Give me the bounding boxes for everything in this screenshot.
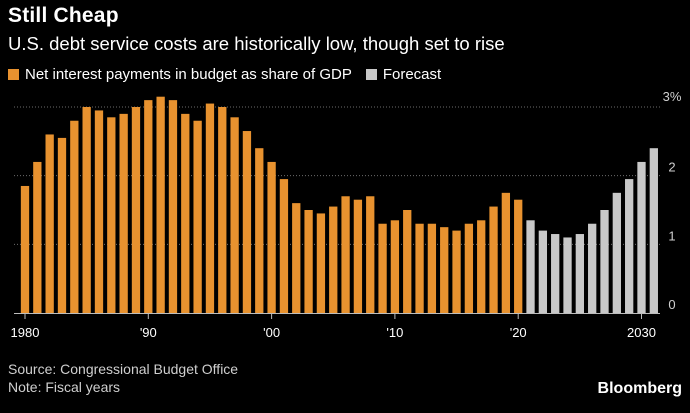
x-tick-label: 1980 (11, 325, 40, 340)
bar-actual (390, 220, 400, 313)
bar-forecast (612, 192, 621, 313)
bar-actual (94, 110, 104, 313)
bar-actual (107, 117, 116, 313)
bar-actual (181, 113, 190, 313)
bar-forecast (637, 161, 646, 313)
legend-label-actual: Net interest payments in budget as share… (25, 66, 352, 83)
bar-actual (267, 161, 276, 313)
bar-forecast (563, 237, 572, 313)
bar-actual (57, 137, 67, 313)
bar-actual (366, 196, 375, 313)
x-tick-label: '10 (386, 325, 403, 340)
bar-actual (501, 192, 511, 313)
legend-item-forecast: Forecast (365, 66, 442, 83)
bar-actual (514, 199, 523, 313)
bar-actual (20, 185, 30, 313)
bar-actual (304, 210, 313, 313)
chart-footer: Source: Congressional Budget Office Note… (8, 360, 238, 396)
bar-actual (193, 120, 202, 313)
bar-actual (45, 134, 54, 313)
bar-actual (477, 220, 486, 313)
legend-swatch-actual (8, 69, 19, 80)
bar-actual (70, 120, 79, 313)
bar-actual (452, 230, 461, 313)
bar-actual (440, 227, 449, 313)
bar-actual (353, 199, 363, 313)
bar-actual (489, 206, 498, 313)
bar-actual (316, 213, 326, 313)
y-tick-label: 2 (668, 160, 675, 175)
bar-chart: 0 1 2 3% 1980 '90 '00 '10 '20 2030 (11, 89, 682, 340)
bar-actual (329, 206, 338, 313)
bar-actual (144, 100, 153, 313)
bar-actual (119, 113, 128, 313)
bar-actual (82, 107, 91, 313)
legend-item-actual: Net interest payments in budget as share… (8, 66, 352, 83)
chart-legend: Net interest payments in budget as share… (8, 66, 455, 83)
bar-actual (255, 148, 264, 313)
bar-actual (218, 107, 227, 313)
x-tick-label: '00 (263, 325, 280, 340)
bar-actual (205, 103, 215, 313)
bar-forecast (649, 148, 658, 313)
bar-actual (403, 210, 412, 313)
legend-swatch-forecast (365, 69, 377, 80)
y-tick-label: 0 (668, 297, 675, 312)
fiscal-years-note: Note: Fiscal years (8, 379, 121, 395)
chart-subtitle: U.S. debt service costs are historically… (8, 33, 505, 54)
bar-actual (464, 223, 474, 313)
bar-actual (427, 223, 437, 313)
bar-actual (279, 179, 289, 313)
bar-actual (292, 203, 301, 313)
bar-actual (230, 117, 239, 313)
bar-actual (415, 223, 424, 313)
source-note: Source: Congressional Budget Office (8, 361, 239, 377)
bar-actual (33, 161, 42, 313)
bar-actual (378, 223, 387, 313)
bar-actual (156, 96, 165, 313)
bar-forecast (600, 210, 609, 313)
bar-forecast (551, 234, 560, 313)
bar-actual (341, 196, 350, 313)
x-tick-label: 2030 (627, 325, 656, 340)
bar-forecast (538, 230, 548, 313)
bar-forecast (526, 220, 535, 313)
y-tick-label: 1 (668, 228, 675, 243)
bar-actual (242, 131, 252, 313)
bar-actual (168, 100, 178, 313)
x-tick-label: '20 (510, 325, 527, 340)
legend-label-forecast: Forecast (382, 66, 442, 83)
y-tick-label: 3% (663, 89, 682, 104)
bar-forecast (625, 179, 634, 313)
chart-title: Still Cheap (8, 4, 119, 27)
bar-actual (131, 107, 141, 313)
bar-forecast (575, 234, 584, 313)
x-tick-label: '90 (140, 325, 157, 340)
bloomberg-logo: Bloomberg (597, 380, 682, 397)
bar-forecast (588, 223, 597, 313)
